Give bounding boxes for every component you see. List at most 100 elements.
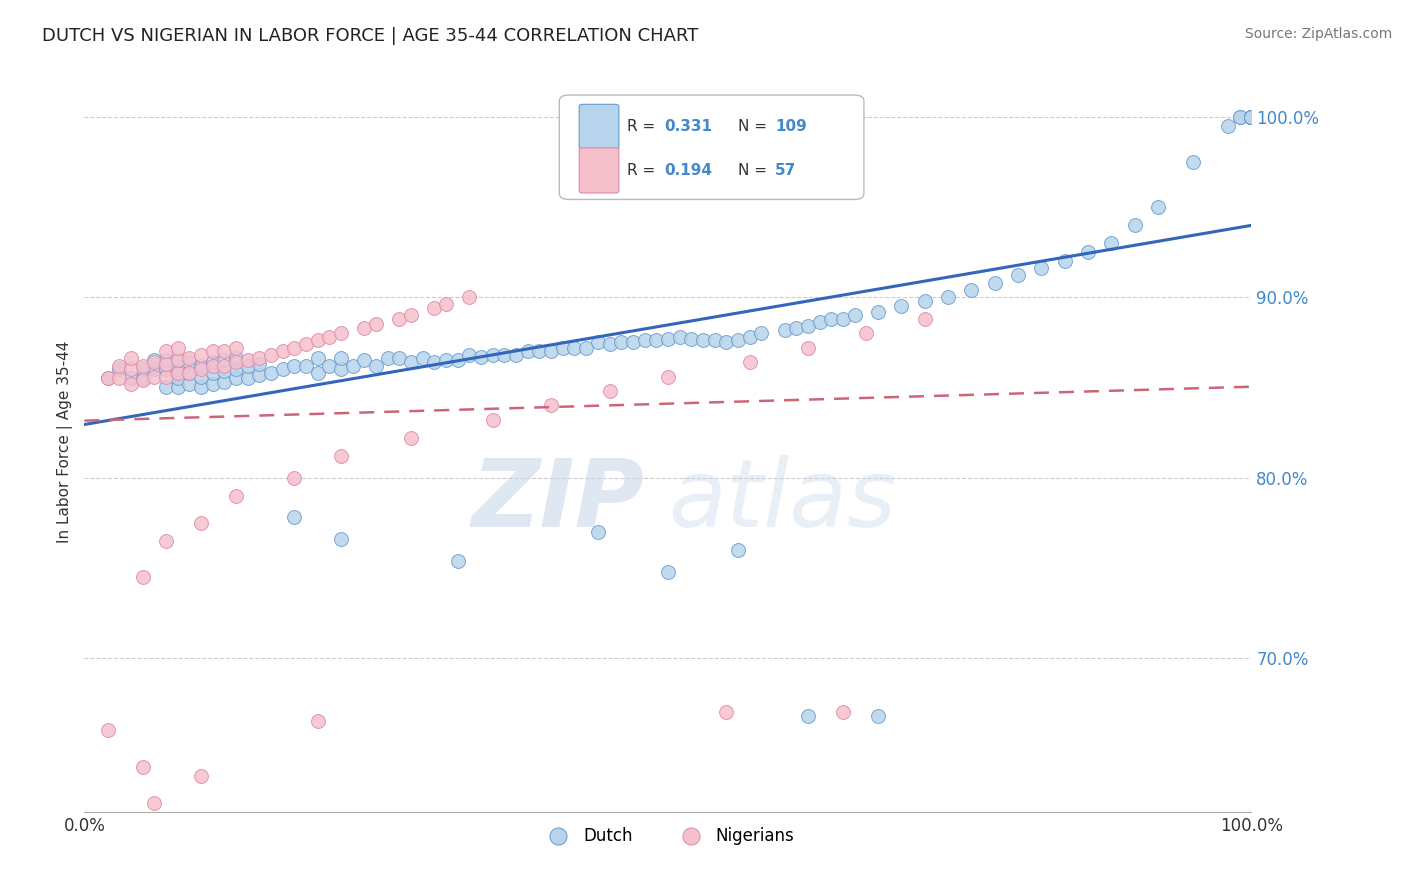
Point — [190, 380, 212, 394]
Point — [120, 362, 142, 376]
Point — [458, 348, 481, 362]
Point — [599, 337, 621, 351]
Text: DUTCH VS NIGERIAN IN LABOR FORCE | AGE 35-44 CORRELATION CHART: DUTCH VS NIGERIAN IN LABOR FORCE | AGE 3… — [42, 27, 699, 45]
Point — [201, 355, 224, 369]
Point — [214, 375, 236, 389]
Point — [236, 359, 259, 373]
Point — [797, 709, 820, 723]
Point — [225, 355, 247, 369]
Point — [353, 320, 375, 334]
FancyBboxPatch shape — [579, 148, 619, 193]
Point — [681, 332, 703, 346]
Point — [516, 344, 538, 359]
Point — [447, 554, 470, 568]
Point — [353, 353, 375, 368]
Point — [599, 384, 621, 398]
Point — [318, 330, 340, 344]
Point — [201, 359, 224, 373]
Point — [236, 371, 259, 385]
Point — [179, 351, 201, 366]
Point — [1216, 119, 1239, 133]
Point — [283, 359, 305, 373]
Text: ZIP: ZIP — [471, 455, 644, 547]
Point — [132, 570, 155, 584]
Text: N =: N = — [738, 163, 772, 178]
Point — [458, 290, 481, 304]
Point — [179, 366, 201, 380]
Point — [143, 796, 166, 810]
Point — [738, 355, 761, 369]
Point — [271, 344, 294, 359]
Point — [844, 308, 866, 322]
Point — [716, 706, 738, 720]
Legend: Dutch, Nigerians: Dutch, Nigerians — [534, 820, 801, 852]
Point — [1099, 235, 1122, 250]
Point — [738, 330, 761, 344]
Point — [1240, 110, 1263, 124]
Point — [470, 350, 492, 364]
Point — [155, 380, 177, 394]
Point — [866, 304, 889, 318]
Point — [214, 364, 236, 378]
Point — [143, 362, 166, 376]
Point — [108, 371, 131, 385]
Point — [155, 362, 177, 376]
Point — [155, 533, 177, 548]
Point — [214, 353, 236, 368]
Point — [1240, 110, 1263, 124]
Point — [249, 351, 271, 366]
Point — [166, 353, 188, 368]
Point — [214, 359, 236, 373]
Point — [330, 326, 353, 341]
Point — [749, 326, 772, 341]
Point — [447, 353, 470, 368]
Point — [960, 283, 983, 297]
Text: Source: ZipAtlas.com: Source: ZipAtlas.com — [1244, 27, 1392, 41]
Point — [120, 376, 142, 391]
Text: 0.331: 0.331 — [665, 120, 713, 135]
Point — [155, 344, 177, 359]
Point — [201, 344, 224, 359]
Point — [166, 371, 188, 385]
Point — [797, 341, 820, 355]
Point — [201, 366, 224, 380]
Point — [166, 380, 188, 394]
Point — [657, 369, 679, 384]
Point — [716, 335, 738, 350]
Point — [120, 371, 142, 385]
Point — [434, 297, 457, 311]
Point — [166, 353, 188, 368]
Point — [494, 348, 516, 362]
Point — [1240, 110, 1263, 124]
Text: R =: R = — [627, 163, 661, 178]
Point — [866, 709, 889, 723]
Point — [914, 311, 936, 326]
Point — [330, 351, 353, 366]
Point — [773, 322, 796, 336]
Point — [657, 332, 679, 346]
Point — [1240, 110, 1263, 124]
Point — [1147, 200, 1170, 214]
Point — [179, 366, 201, 380]
Point — [214, 344, 236, 359]
Text: atlas: atlas — [668, 455, 896, 546]
Point — [97, 371, 120, 385]
Point — [505, 348, 527, 362]
Point — [1240, 110, 1263, 124]
Point — [190, 362, 212, 376]
Point — [155, 369, 177, 384]
Point — [260, 348, 283, 362]
Point — [283, 470, 305, 484]
Point — [1123, 218, 1146, 232]
FancyBboxPatch shape — [560, 95, 863, 200]
Point — [366, 359, 388, 373]
Point — [890, 299, 912, 313]
Point — [727, 334, 749, 348]
Point — [1053, 254, 1076, 268]
Point — [399, 431, 422, 445]
Point — [97, 723, 120, 738]
Point — [330, 362, 353, 376]
Point — [936, 290, 959, 304]
Point — [668, 330, 690, 344]
Point — [155, 357, 177, 371]
